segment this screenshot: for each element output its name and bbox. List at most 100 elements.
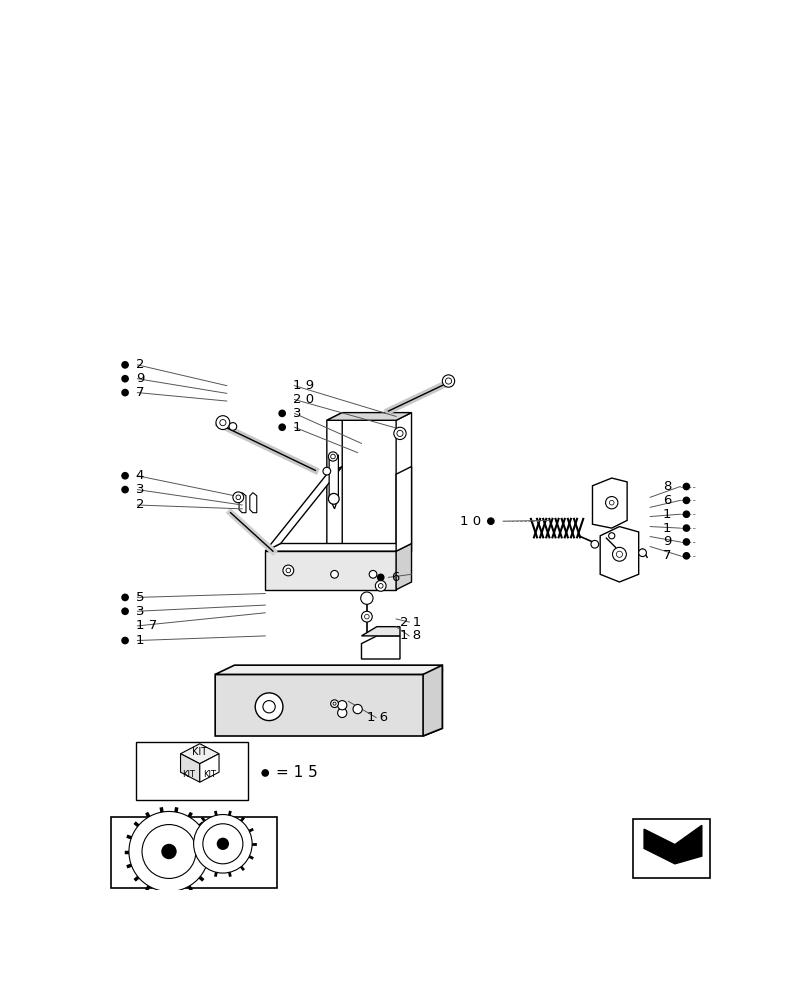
Text: KIT: KIT <box>182 770 195 779</box>
Circle shape <box>233 492 243 503</box>
Polygon shape <box>396 413 411 559</box>
Circle shape <box>121 637 129 644</box>
Bar <box>632 819 709 878</box>
Text: 3: 3 <box>135 483 144 496</box>
Circle shape <box>682 483 689 490</box>
Text: 9: 9 <box>135 372 144 385</box>
Circle shape <box>278 410 285 417</box>
Polygon shape <box>599 527 638 582</box>
Circle shape <box>263 701 275 713</box>
Circle shape <box>121 389 129 396</box>
Text: KIT: KIT <box>203 770 216 779</box>
Circle shape <box>393 427 406 440</box>
Circle shape <box>353 704 362 714</box>
Polygon shape <box>327 413 411 420</box>
Circle shape <box>328 452 337 461</box>
Circle shape <box>605 497 617 509</box>
Text: 2 1: 2 1 <box>400 616 421 629</box>
Circle shape <box>121 472 129 480</box>
Circle shape <box>487 517 494 525</box>
Text: 1 7: 1 7 <box>135 619 157 632</box>
Text: 5: 5 <box>135 591 144 604</box>
Circle shape <box>330 570 338 578</box>
Polygon shape <box>215 665 442 674</box>
Circle shape <box>261 769 268 777</box>
Circle shape <box>323 467 330 475</box>
Circle shape <box>376 574 384 581</box>
Circle shape <box>364 614 369 619</box>
Polygon shape <box>215 671 442 736</box>
Text: = 1 5: = 1 5 <box>276 765 317 780</box>
Circle shape <box>129 811 208 892</box>
Circle shape <box>682 552 689 560</box>
Polygon shape <box>643 825 701 864</box>
Circle shape <box>220 420 225 426</box>
Text: 1 8: 1 8 <box>400 629 421 642</box>
Circle shape <box>330 454 335 459</box>
Polygon shape <box>396 466 411 551</box>
Text: 9: 9 <box>662 535 670 548</box>
Circle shape <box>328 493 339 504</box>
Polygon shape <box>200 754 219 782</box>
Circle shape <box>397 430 402 436</box>
Circle shape <box>161 844 177 859</box>
Text: 2: 2 <box>135 498 144 512</box>
Circle shape <box>360 592 372 604</box>
Text: 7: 7 <box>662 549 670 562</box>
Polygon shape <box>180 744 219 764</box>
Text: 1: 1 <box>662 508 670 521</box>
Polygon shape <box>238 493 246 513</box>
Polygon shape <box>396 544 411 590</box>
Circle shape <box>378 584 383 588</box>
Text: 7: 7 <box>135 386 144 399</box>
Circle shape <box>121 375 129 383</box>
Polygon shape <box>328 455 338 509</box>
Circle shape <box>278 423 285 431</box>
Text: 6: 6 <box>391 571 399 584</box>
Circle shape <box>337 708 346 718</box>
Circle shape <box>682 538 689 546</box>
Circle shape <box>375 580 386 591</box>
Circle shape <box>142 825 195 878</box>
Polygon shape <box>361 636 400 659</box>
Polygon shape <box>592 478 626 528</box>
Circle shape <box>638 549 646 557</box>
Polygon shape <box>327 413 341 559</box>
Circle shape <box>229 423 237 430</box>
Polygon shape <box>423 665 442 736</box>
Circle shape <box>330 700 338 708</box>
Circle shape <box>608 533 614 539</box>
Circle shape <box>203 824 242 864</box>
Circle shape <box>682 497 689 504</box>
Polygon shape <box>265 544 411 551</box>
Circle shape <box>121 486 129 493</box>
Circle shape <box>611 547 625 561</box>
Circle shape <box>682 524 689 532</box>
Circle shape <box>193 815 252 873</box>
Text: 2 0: 2 0 <box>293 393 314 406</box>
Circle shape <box>369 570 376 578</box>
Text: 3: 3 <box>135 605 144 618</box>
Text: 4: 4 <box>135 469 144 482</box>
Text: 1: 1 <box>662 522 670 535</box>
Circle shape <box>337 701 346 710</box>
Text: KIT: KIT <box>192 747 207 757</box>
Circle shape <box>121 607 129 615</box>
Circle shape <box>616 551 622 557</box>
Polygon shape <box>265 466 341 551</box>
Circle shape <box>442 375 454 387</box>
Text: 2: 2 <box>135 358 144 371</box>
Circle shape <box>682 510 689 518</box>
Text: 1 6: 1 6 <box>367 711 388 724</box>
Text: 1: 1 <box>135 634 144 647</box>
Polygon shape <box>361 627 400 636</box>
Circle shape <box>609 500 613 505</box>
Circle shape <box>590 540 598 548</box>
Text: 1: 1 <box>293 421 301 434</box>
Circle shape <box>121 361 129 369</box>
Bar <box>111 817 277 888</box>
Circle shape <box>333 702 336 705</box>
Circle shape <box>255 693 282 721</box>
Text: 1 9: 1 9 <box>293 379 314 392</box>
Text: 6: 6 <box>662 494 670 507</box>
